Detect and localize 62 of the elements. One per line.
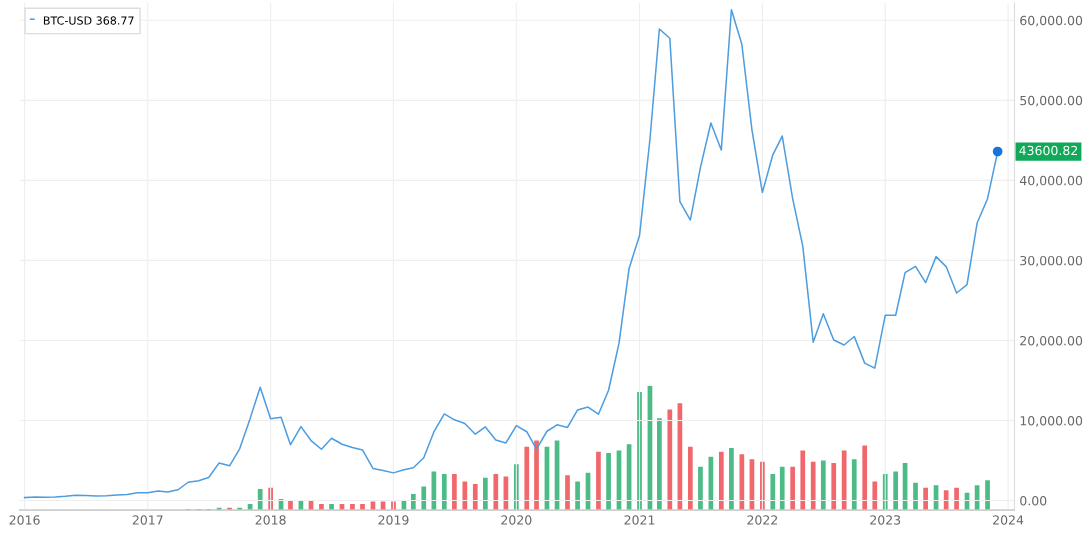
annotation: 43600.82 — [1019, 145, 1078, 156]
x-tick-label: 2021 — [624, 515, 655, 525]
bar — [483, 477, 488, 511]
bar — [954, 487, 959, 511]
bar — [913, 482, 918, 511]
bar — [698, 466, 703, 511]
bar — [350, 503, 355, 511]
bar — [421, 486, 427, 511]
bar — [257, 489, 263, 511]
bar — [739, 454, 745, 511]
x-tick-label: 2023 — [870, 515, 901, 525]
bar — [800, 450, 806, 511]
bar — [575, 481, 580, 511]
bar — [493, 474, 499, 511]
y-tick-label: 30,000.00 — [1020, 255, 1083, 267]
legend-label: BTC-USD 368.77 — [43, 16, 134, 25]
bar — [862, 445, 868, 511]
bar — [288, 500, 293, 511]
x-tick-label: 2024 — [993, 515, 1024, 525]
x-tick-label: 2022 — [747, 515, 778, 525]
bar — [565, 475, 570, 511]
bar — [606, 452, 611, 511]
y-tick-label: 40,000.00 — [1019, 175, 1083, 187]
y-tick-label: 50,000.00 — [1020, 95, 1083, 107]
bar — [810, 461, 816, 511]
bar — [441, 474, 447, 511]
bar — [790, 466, 796, 511]
bar — [718, 451, 724, 511]
y-tick-label: 0.00 — [1020, 496, 1047, 506]
bar — [360, 503, 365, 511]
bar — [657, 418, 662, 511]
bar — [462, 481, 468, 511]
x-tick-label: 2019 — [378, 515, 409, 525]
bar — [667, 409, 673, 511]
x-tick-label: 2017 — [132, 515, 163, 525]
bar — [410, 493, 416, 511]
y-tick-label: 20,000.00 — [1020, 335, 1083, 347]
bar — [893, 471, 899, 511]
bar — [329, 503, 334, 511]
bar — [534, 440, 539, 511]
bar — [872, 481, 878, 511]
y-tick-label: 60,000.00 — [1020, 15, 1083, 27]
bar — [820, 460, 826, 511]
bar — [729, 447, 734, 511]
bar — [985, 480, 990, 511]
bar — [841, 450, 847, 511]
bar — [319, 503, 324, 511]
bar — [851, 459, 857, 511]
bar — [923, 487, 928, 511]
bar — [779, 466, 785, 511]
x-tick-label: 2020 — [501, 515, 532, 525]
bar — [472, 484, 478, 511]
bar — [524, 446, 530, 511]
x-tick-label: 2018 — [255, 515, 286, 525]
bar — [831, 462, 837, 511]
bar — [596, 451, 601, 511]
bar — [687, 446, 693, 511]
bar — [943, 490, 949, 511]
bar — [452, 474, 457, 511]
y-tick-label: 10,000.00 — [1020, 415, 1083, 427]
bar — [770, 474, 776, 511]
x-tick-label: 2016 — [9, 515, 40, 525]
